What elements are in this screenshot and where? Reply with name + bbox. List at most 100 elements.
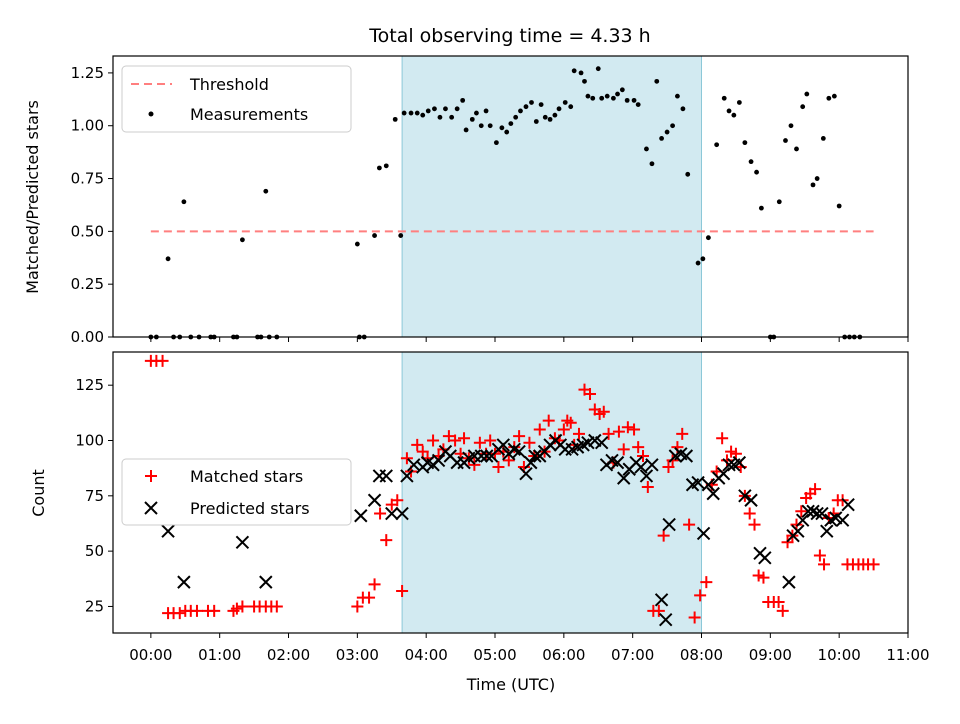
x-tick-label: 04:00: [405, 646, 448, 664]
bottom-matched-stars-point: [602, 427, 615, 440]
top-measurements-point: [372, 233, 377, 238]
bottom-matched-stars-point: [523, 436, 536, 449]
bottom-predicted-stars-point: [379, 469, 393, 483]
bottom-predicted-stars-point: [732, 455, 747, 470]
top-measurements-point: [383, 163, 389, 169]
bottom-matched-stars-point: [396, 584, 409, 597]
top-measurements-point: [513, 114, 519, 120]
top-measurements-point: [504, 129, 510, 135]
bottom-matched-stars-point: [748, 518, 761, 531]
top-measurements-point: [460, 97, 466, 103]
x-tick-label: 09:00: [749, 646, 792, 664]
top-measurements-point: [826, 95, 832, 101]
top-measurements-point: [685, 171, 691, 177]
bottom-matched-stars-point: [683, 518, 696, 531]
bottom-legend-frame: [121, 458, 352, 526]
top-measurements-point: [654, 78, 660, 84]
top-measurements-point: [748, 159, 754, 165]
bottom-y-tick-label: 100: [75, 432, 104, 450]
bottom-predicted-stars-point: [659, 613, 673, 627]
bottom-matched-stars-point: [368, 578, 381, 591]
bottom-predicted-stars-point: [161, 524, 175, 538]
top-measurements-point: [552, 112, 558, 118]
bottom-matched-stars-point: [391, 494, 404, 507]
top-measurements-point: [401, 110, 407, 116]
top-shaded-region: [401, 55, 703, 338]
bottom-matched-stars-point: [502, 454, 515, 467]
top-measurements-point: [595, 66, 601, 72]
top-measurements-point: [635, 102, 641, 107]
top-measurements-point: [599, 95, 605, 101]
top-measurements-point: [538, 102, 544, 107]
top-measurements-point: [615, 91, 620, 97]
top-measurements-point: [695, 260, 701, 266]
top-measurements-point: [508, 121, 514, 127]
top-measurements-point: [425, 108, 431, 114]
bottom-predicted-stars-point: [177, 575, 191, 589]
bottom-matched-stars-point: [628, 423, 641, 436]
top-measurements-point: [590, 95, 596, 101]
bottom-matched-stars-point: [743, 507, 756, 520]
bottom-matched-stars-point: [533, 423, 546, 436]
bottom-predicted-stars-point: [810, 506, 824, 521]
top-measurements-point: [432, 106, 437, 112]
top-measurements-point: [518, 108, 523, 114]
x-tick-label: 10:00: [818, 646, 861, 664]
bottom-matched-stars-point: [637, 449, 649, 462]
bottom-axes-frame: [112, 351, 909, 634]
top-measurements-point: [414, 110, 420, 116]
bottom-matched-stars-point: [173, 607, 186, 620]
bottom-predicted-stars-point: [744, 493, 758, 507]
bottom-predicted-stars-point: [645, 458, 659, 472]
bottom-matched-stars-point: [374, 507, 387, 520]
top-measurements-point: [776, 199, 782, 205]
top-measurements-point: [820, 135, 826, 141]
top-measurements-point: [542, 114, 548, 120]
bottom-y-tick-label: 75: [85, 487, 104, 505]
bottom-matched-stars-point: [411, 438, 424, 451]
bottom-matched-stars-point: [676, 427, 689, 440]
top-measurements-point: [562, 100, 568, 105]
top-axes-frame: [112, 55, 909, 338]
top-measurements-point: [758, 205, 764, 211]
bottom-predicted-stars-point: [795, 513, 810, 527]
top-measurements-point: [454, 106, 460, 112]
top-measurements-point: [736, 100, 742, 105]
top-measurements-point: [181, 199, 187, 205]
bottom-predicted-stars-point: [662, 517, 676, 532]
legend-predicted-swatch: [144, 501, 158, 515]
x-tick-label: 01:00: [198, 646, 241, 664]
x-tick-label: 11:00: [886, 646, 929, 664]
top-measurements-point: [631, 97, 637, 103]
bottom-matched-stars-point: [449, 434, 462, 447]
top-measurements-point: [408, 110, 414, 116]
bottom-matched-stars-point: [621, 421, 634, 434]
bottom-matched-stars-point: [542, 414, 555, 427]
bottom-predicted-stars-point: [400, 469, 414, 483]
bottom-matched-stars-point: [351, 600, 364, 613]
top-measurements-point: [659, 135, 664, 141]
top-measurements-point: [810, 182, 816, 188]
top-measurements-point: [836, 203, 842, 209]
bottom-matched-stars-point: [380, 534, 393, 547]
bottom-matched-stars-point: [694, 589, 707, 602]
bottom-predicted-stars-point: [385, 506, 399, 521]
top-measurements-point: [568, 104, 574, 110]
bottom-matched-stars-point: [632, 441, 645, 454]
bottom-predicted-stars-point: [235, 535, 250, 549]
bottom-predicted-stars-point: [594, 436, 609, 450]
bottom-predicted-stars-point: [841, 497, 855, 512]
bottom-predicted-stars-point: [654, 593, 669, 607]
top-measurements-point: [463, 127, 469, 133]
top-measurements-point: [649, 161, 655, 167]
bottom-matched-stars-point: [584, 388, 596, 401]
bottom-matched-stars-point: [795, 505, 808, 518]
bottom-matched-stars-point: [813, 549, 826, 562]
top-measurements-point: [794, 146, 799, 152]
bottom-predicted-stars-point: [758, 551, 772, 565]
top-measurements-point: [529, 100, 534, 105]
bottom-matched-stars-point: [557, 423, 570, 436]
bottom-matched-stars-point: [156, 354, 169, 367]
top-measurements-point: [814, 176, 820, 181]
